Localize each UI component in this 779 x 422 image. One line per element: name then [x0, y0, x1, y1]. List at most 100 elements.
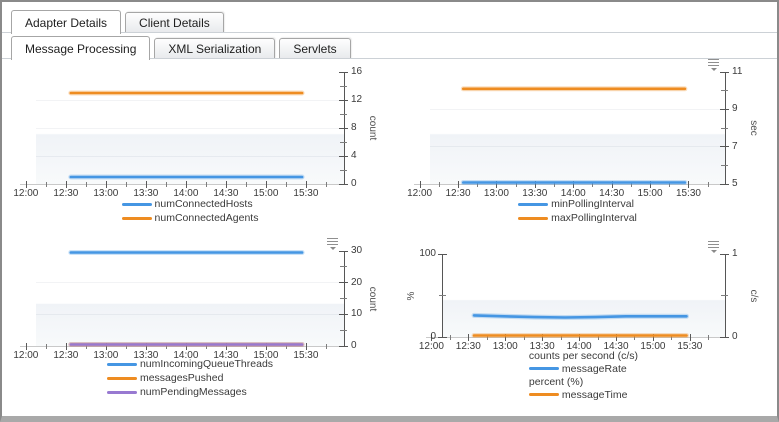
legend-item: minPollingInterval	[518, 197, 637, 211]
x-tick-label: 12:00	[407, 188, 433, 199]
gridline	[36, 313, 344, 315]
tab-message-processing[interactable]: Message Processing	[11, 36, 151, 60]
y-tick	[339, 313, 348, 315]
chart-menu-icon[interactable]	[708, 241, 719, 253]
chart-message-rate-time: 12:00 12:30 13:00 13:30 14:00 14:30 15:00 15:30…	[394, 241, 775, 416]
y-tick	[339, 99, 348, 101]
x-tick-label: 14:30	[599, 188, 625, 199]
x-tick-label: 14:00	[173, 188, 199, 199]
x-minor-tick	[592, 182, 594, 187]
y-tick	[720, 108, 729, 110]
x-tick-label: 14:30	[603, 341, 629, 352]
legend-group-label: percent (%)	[529, 375, 638, 388]
y-minor-tick	[721, 295, 728, 296]
x-minor-tick	[85, 344, 87, 349]
y-axis-title-right: count	[367, 286, 378, 311]
plot-background	[36, 72, 344, 184]
legend-label: messagesPushed	[139, 372, 224, 384]
x-tick-label: 12:30	[53, 350, 79, 361]
x-tick	[611, 181, 613, 188]
tab-servlets[interactable]: Servlets	[279, 38, 351, 59]
chart-legend: counts per second (c/s) messageRate percen…	[528, 349, 639, 401]
y-tick	[339, 71, 348, 73]
y-tick	[339, 155, 348, 157]
x-minor-tick	[45, 182, 47, 187]
y-minor-tick	[340, 141, 347, 143]
plot-message-rate-time: 12:00 12:30 13:00 13:30 14:00 14:30 15:00 15:30…	[406, 241, 759, 352]
x-tick	[225, 343, 227, 350]
x-minor-tick	[707, 182, 709, 187]
x-tick	[505, 334, 507, 341]
gridline	[36, 155, 344, 157]
x-tick-label: 14:00	[566, 341, 592, 352]
plot-polling-interval: 12:00 12:30 13:00 13:30 14:00 14:30 15:00 15:30…	[407, 59, 759, 199]
legend-item: messageTime	[528, 388, 638, 401]
x-minor-tick	[285, 344, 287, 349]
legend-label: numConnectedAgents	[154, 212, 259, 224]
legend-label: percent (%)	[528, 375, 584, 388]
legend-swatch	[528, 367, 559, 370]
legend-label: counts per second (c/s)	[528, 349, 639, 362]
chart-menu-icon[interactable]	[327, 238, 338, 250]
tab-xml-serialization[interactable]: XML Serialization	[154, 38, 276, 59]
x-tick-label: 15:30	[293, 188, 319, 199]
tab-client-details[interactable]: Client Details	[125, 12, 224, 33]
x-minor-tick	[671, 335, 673, 340]
y-tick	[720, 336, 729, 338]
x-minor-tick	[45, 344, 47, 349]
y-tick-label: 0	[430, 331, 436, 342]
y-tick	[720, 253, 729, 255]
x-minor-tick	[634, 335, 636, 340]
legend-swatch	[518, 202, 549, 206]
x-minor-tick	[560, 335, 562, 340]
x-tick-label: 12:30	[53, 188, 79, 199]
legend-swatch	[121, 202, 152, 206]
x-tick-label: 13:00	[93, 188, 119, 199]
x-tick	[65, 343, 67, 350]
x-tick-label: 13:30	[133, 350, 159, 361]
legend-swatch	[528, 393, 559, 396]
y-tick	[339, 127, 348, 129]
x-tick	[579, 334, 581, 341]
x-tick-label: 14:30	[213, 188, 239, 199]
x-tick-label: 13:30	[529, 341, 555, 352]
x-tick	[145, 343, 147, 350]
x-tick-label: 13:00	[492, 341, 518, 352]
x-minor-tick	[205, 344, 207, 349]
x-tick-label: 13:30	[522, 188, 548, 199]
x-tick	[458, 181, 459, 188]
y-tick	[438, 253, 447, 255]
x-tick	[616, 334, 617, 341]
x-tick	[25, 343, 27, 350]
legend-swatch	[106, 390, 137, 394]
y-tick-label: 7	[732, 140, 738, 152]
x-tick	[305, 181, 307, 188]
x-tick-label: 14:30	[213, 350, 239, 361]
legend-item: numConnectedHosts	[121, 197, 259, 211]
chart-menu-icon[interactable]	[708, 59, 719, 71]
chart-legend: numConnectedHosts numConnectedAgents	[121, 197, 259, 225]
y-tick-label: 8	[351, 122, 357, 133]
x-minor-tick	[205, 182, 207, 187]
x-minor-tick	[125, 182, 127, 187]
y-tick-label: 11	[732, 66, 743, 77]
y-axis-title-left: %	[406, 291, 417, 300]
tab-row-primary: Adapter Details Client Details	[2, 9, 777, 34]
gridline	[430, 146, 725, 148]
x-tick	[688, 181, 690, 188]
x-minor-tick	[285, 182, 287, 187]
legend-item: maxPollingInterval	[518, 211, 637, 225]
y-tick-label: 30	[351, 245, 363, 256]
x-axis-line	[426, 336, 725, 338]
legend-item: numIncomingQueueThreads	[106, 357, 273, 371]
y-tick-label: 0	[351, 178, 357, 189]
x-tick-label: 13:00	[483, 188, 509, 199]
x-tick	[534, 181, 536, 188]
legend-label: minPollingInterval	[551, 198, 634, 210]
y-minor-tick	[439, 295, 446, 296]
x-tick	[65, 181, 67, 188]
x-tick	[105, 343, 107, 350]
tab-adapter-details[interactable]: Adapter Details	[11, 10, 122, 34]
legend-swatch	[106, 362, 137, 366]
x-minor-tick	[85, 182, 87, 187]
